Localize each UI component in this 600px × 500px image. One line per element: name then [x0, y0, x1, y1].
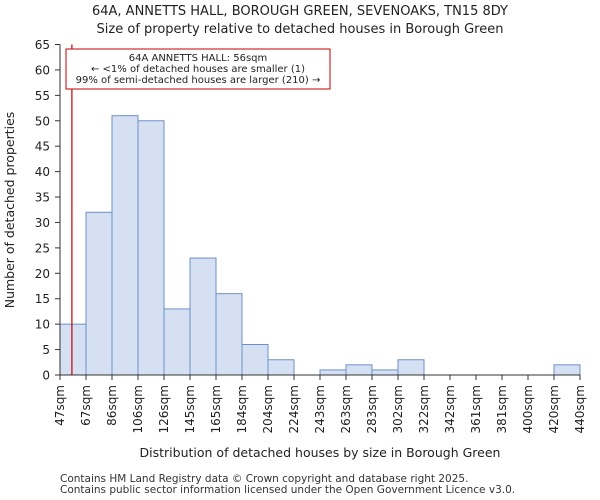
y-tick-label: 10: [35, 318, 50, 332]
bar-47sqm: [59, 323, 87, 376]
y-tick-label: 30: [35, 216, 50, 230]
y-tick-label: 60: [35, 63, 50, 77]
x-tick-label: 420sqm: [547, 385, 561, 433]
x-tick-label: 224sqm: [287, 385, 301, 433]
x-tick-label: 283sqm: [365, 385, 379, 433]
bar-263sqm: [345, 364, 373, 376]
annotation-line-1: 64A ANNETTS HALL: 56sqm: [129, 53, 268, 64]
y-axis-ticks: 0 5 10 15 20 25 30 35 40 45 50 55 60 65: [35, 38, 60, 383]
x-tick-label: 145sqm: [183, 385, 197, 433]
y-tick-label: 20: [35, 267, 50, 281]
x-tick-label: 184sqm: [235, 385, 249, 433]
bar-126sqm: [163, 308, 191, 376]
y-tick-label: 45: [35, 140, 50, 154]
x-tick-label: 67sqm: [79, 385, 93, 426]
x-tick-label: 243sqm: [313, 385, 327, 433]
y-tick-label: 55: [35, 89, 50, 103]
bar-67sqm: [85, 211, 113, 376]
x-tick-label: 400sqm: [521, 385, 535, 433]
annotation-box: 64A ANNETTS HALL: 56sqm ← <1% of detache…: [65, 48, 331, 90]
x-axis-label: Distribution of detached houses by size …: [140, 445, 501, 460]
bars-group: [59, 115, 581, 376]
y-tick-label: 40: [35, 165, 50, 179]
y-tick-label: 0: [42, 369, 50, 383]
annotation-frame: [65, 48, 331, 90]
x-axis-ticks: 47sqm 67sqm 86sqm 106sqm 126sqm 145sqm 165sqm 1…: [53, 375, 587, 433]
x-tick-label: 381sqm: [495, 385, 509, 433]
x-tick-label: 86sqm: [105, 385, 119, 426]
y-tick-label: 35: [35, 191, 50, 205]
x-tick-label: 302sqm: [391, 385, 405, 433]
bar-420sqm: [553, 364, 581, 376]
bar-145sqm: [189, 257, 217, 376]
bar-165sqm: [215, 293, 243, 376]
x-tick-label: 263sqm: [339, 385, 353, 433]
chart-subtitle: Size of property relative to detached ho…: [97, 22, 504, 37]
bar-106sqm: [137, 120, 165, 376]
bar-204sqm: [267, 359, 295, 376]
x-tick-label: 322sqm: [417, 385, 431, 433]
y-tick-label: 5: [42, 343, 50, 357]
bar-243sqm: [319, 369, 347, 376]
bar-302sqm: [397, 359, 425, 376]
footer-copyright: Contains HM Land Registry data © Crown c…: [60, 473, 469, 485]
x-tick-label: 126sqm: [157, 385, 171, 433]
y-axis-label: Number of detached properties: [2, 112, 17, 309]
x-tick-label: 440sqm: [573, 385, 587, 433]
bar-86sqm: [111, 115, 139, 376]
annotation-line-2: ← <1% of detached houses are smaller (1): [91, 64, 305, 75]
y-tick-label: 15: [35, 292, 50, 306]
x-tick-label: 204sqm: [261, 385, 275, 433]
x-tick-label: 106sqm: [131, 385, 145, 433]
x-tick-label: 47sqm: [53, 385, 67, 426]
bar-283sqm: [371, 369, 399, 376]
bar-184sqm: [241, 343, 269, 376]
x-tick-label: 342sqm: [443, 385, 457, 433]
y-tick-label: 25: [35, 241, 50, 255]
y-tick-label: 65: [35, 38, 50, 52]
y-tick-label: 50: [35, 114, 50, 128]
chart-title: 64A, ANNETTS HALL, BOROUGH GREEN, SEVENO…: [92, 4, 508, 19]
footer-licence: Contains public sector information licen…: [60, 484, 516, 496]
x-tick-label: 361sqm: [469, 385, 483, 433]
annotation-line-3: 99% of semi-detached houses are larger (…: [76, 75, 321, 86]
x-tick-label: 165sqm: [209, 385, 223, 433]
